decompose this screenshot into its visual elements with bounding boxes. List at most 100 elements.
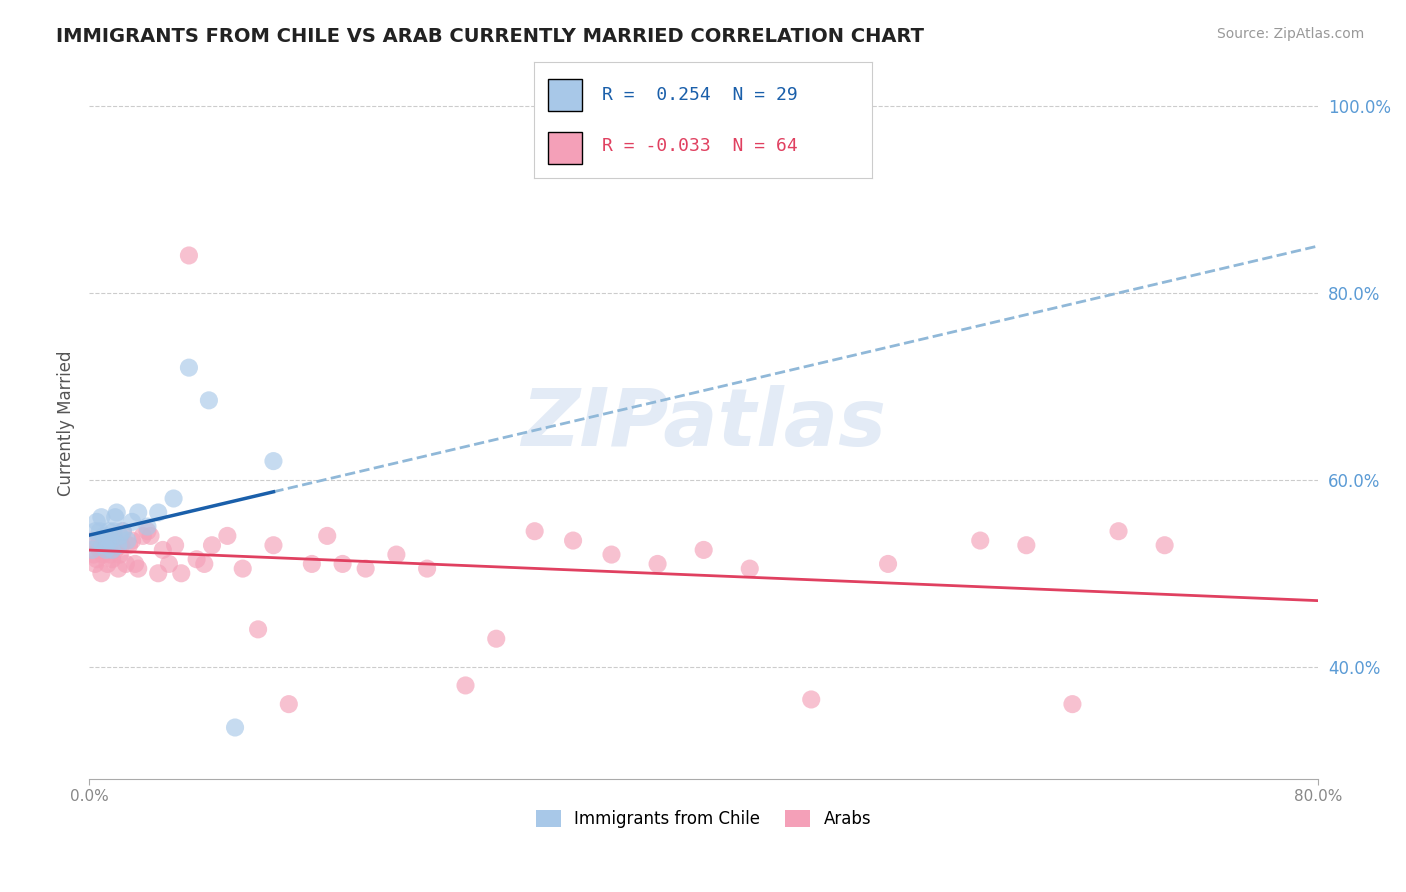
Point [232,561,254,575]
Point [115,557,138,571]
Point [91,548,114,562]
Point [94,538,117,552]
Point [1108,524,1130,539]
Point [800,692,823,706]
Point [332,557,354,571]
Point [111,524,134,539]
Point [90,510,112,524]
Point [165,538,187,552]
Point [1062,697,1084,711]
Point [89,524,111,539]
Point [354,561,377,575]
Point [87,533,110,548]
Point [107,538,129,552]
Point [82,542,104,557]
Point [162,491,184,506]
Point [485,632,508,646]
Point [100,533,122,548]
Point [84,524,107,539]
Point [83,548,105,562]
Point [157,557,180,571]
Point [93,529,115,543]
FancyBboxPatch shape [548,132,582,164]
Point [177,360,200,375]
Point [647,557,669,571]
Point [111,524,134,539]
Point [692,542,714,557]
Point [385,548,408,562]
Point [104,542,127,557]
Point [247,623,270,637]
Point [107,561,129,575]
Point [101,552,124,566]
Point [84,557,107,571]
Point [127,561,149,575]
Point [100,548,122,562]
Point [105,506,128,520]
Point [217,529,239,543]
Point [121,533,143,548]
Point [969,533,991,548]
Point [301,557,323,571]
Point [82,533,104,548]
Point [98,538,121,552]
Point [127,506,149,520]
Point [198,393,221,408]
Point [186,552,208,566]
Point [118,538,141,552]
Point [201,538,224,552]
Point [454,678,477,692]
Point [90,566,112,581]
Point [108,548,131,562]
Point [101,542,124,557]
Point [103,524,125,539]
Point [1015,538,1038,552]
Point [108,529,131,543]
Point [177,248,200,262]
Point [262,538,284,552]
Point [96,557,118,571]
Point [738,561,761,575]
Point [316,529,339,543]
Point [91,538,114,552]
Point [103,529,125,543]
Point [148,566,170,581]
Point [139,529,162,543]
Point [416,561,439,575]
Point [523,524,546,539]
Point [121,515,143,529]
Text: IMMIGRANTS FROM CHILE VS ARAB CURRENTLY MARRIED CORRELATION CHART: IMMIGRANTS FROM CHILE VS ARAB CURRENTLY … [56,27,924,45]
Point [877,557,900,571]
FancyBboxPatch shape [548,78,582,112]
Point [148,506,170,520]
Legend: Immigrants from Chile, Arabs: Immigrants from Chile, Arabs [530,803,877,835]
Point [96,533,118,548]
Point [104,510,127,524]
Point [193,557,215,571]
Point [170,566,193,581]
Point [86,552,108,566]
Text: R = -0.033  N = 64: R = -0.033 N = 64 [602,137,797,155]
Point [600,548,623,562]
Point [98,524,121,539]
Point [277,697,299,711]
Point [94,542,117,557]
Point [93,542,115,557]
Point [1153,538,1175,552]
Point [86,515,108,529]
Point [132,529,155,543]
Text: R =  0.254  N = 29: R = 0.254 N = 29 [602,86,797,103]
Point [262,454,284,468]
Point [124,557,146,571]
Point [117,533,139,548]
Point [136,519,159,533]
Point [224,721,246,735]
Point [562,533,585,548]
Point [87,538,110,552]
Text: Source: ZipAtlas.com: Source: ZipAtlas.com [1216,27,1364,41]
Point [110,538,132,552]
Point [105,538,128,552]
Text: ZIPatlas: ZIPatlas [522,384,886,463]
Y-axis label: Currently Married: Currently Married [58,351,75,497]
Point [89,542,111,557]
